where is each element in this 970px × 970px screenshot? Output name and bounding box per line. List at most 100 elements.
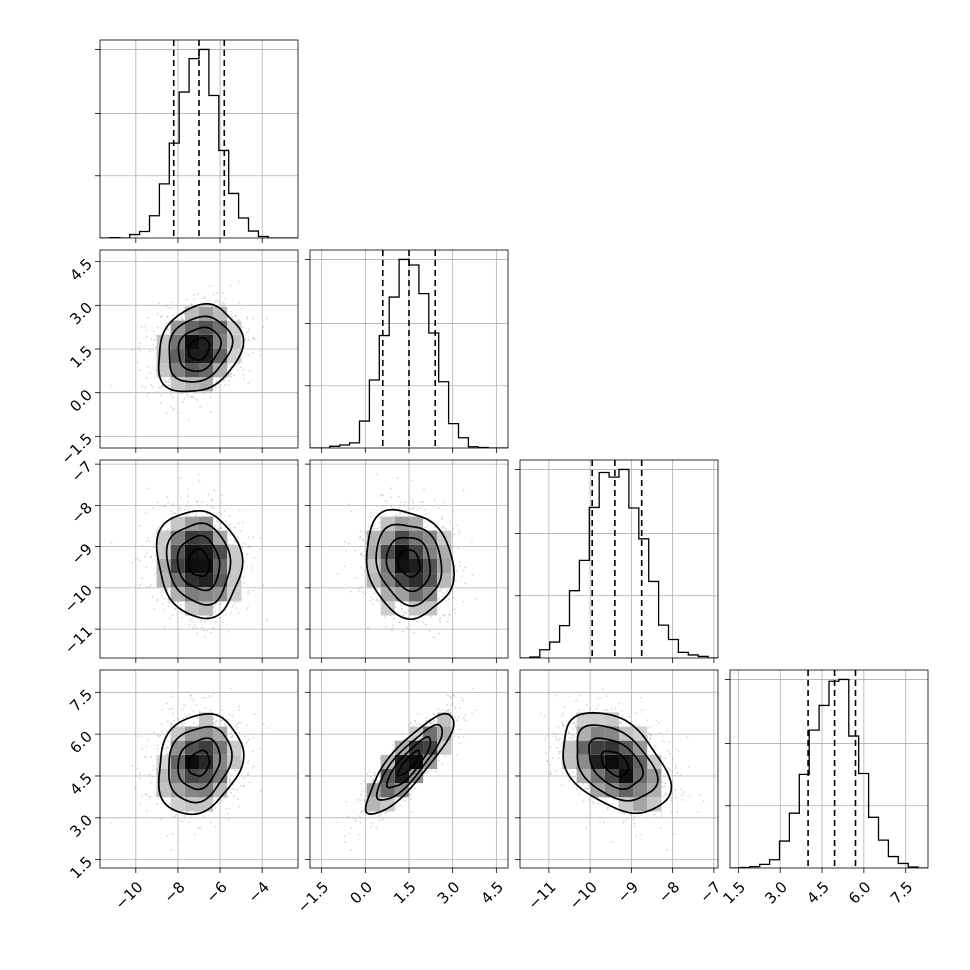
scatter-point [223, 379, 225, 382]
scatter-point [171, 307, 173, 309]
y-tick-label: −8 [68, 499, 96, 527]
scatter-point [228, 533, 231, 536]
scatter-point [178, 509, 181, 511]
scatter-point [246, 316, 249, 319]
scatter-point [220, 799, 223, 801]
scatter-point [156, 326, 159, 329]
scatter-point [150, 556, 153, 558]
scatter-point [227, 630, 230, 633]
scatter-point [216, 528, 219, 531]
scatter-point [237, 601, 240, 603]
scatter-point [144, 756, 146, 759]
scatter-point [362, 538, 365, 541]
scatter-point [378, 515, 381, 518]
scatter-point [423, 508, 426, 511]
scatter-point [407, 610, 410, 612]
scatter-point [420, 501, 422, 504]
contour-level-0 [187, 548, 211, 578]
scatter-point [364, 530, 366, 533]
scatter-point [446, 620, 449, 623]
scatter-point [168, 803, 170, 806]
scatter-point [139, 349, 142, 352]
scatter-point [418, 507, 421, 509]
scatter-point [243, 543, 245, 545]
scatter-point [236, 369, 239, 372]
scatter-point [193, 623, 196, 626]
scatter-point [253, 765, 256, 767]
scatter-point [168, 384, 170, 387]
scatter-point [134, 383, 137, 385]
scatter-point [442, 592, 445, 595]
scatter-point [224, 614, 227, 616]
scatter-point [134, 559, 137, 561]
scatter-point [168, 306, 171, 309]
scatter-point [147, 392, 150, 395]
scatter-point [159, 591, 162, 594]
scatter-point [181, 725, 184, 727]
scatter-point [227, 540, 230, 542]
scatter-point [259, 548, 262, 551]
contour-level-3 [365, 508, 455, 621]
scatter-point [433, 636, 435, 639]
scatter-point [201, 391, 204, 394]
scatter-point [152, 330, 155, 332]
density-cell [380, 516, 395, 531]
density-cell [213, 363, 228, 378]
scatter-point [204, 621, 206, 624]
scatter-point [229, 372, 232, 375]
scatter-point [434, 526, 437, 529]
density-cell [394, 587, 409, 602]
scatter-point [452, 533, 454, 536]
scatter-point [144, 386, 147, 389]
density-cell [156, 363, 171, 378]
scatter-point [215, 291, 218, 294]
scatter-point [238, 612, 241, 615]
scatter-point [216, 300, 219, 303]
scatter-point [147, 738, 149, 741]
scatter-point [154, 768, 157, 770]
scatter-point [349, 510, 352, 512]
scatter-point [201, 696, 204, 699]
scatter-point [200, 621, 203, 623]
scatter-point [189, 620, 192, 623]
scatter-point [162, 521, 164, 524]
scatter-point [230, 373, 233, 375]
y-tick-label: 1.5 [66, 342, 96, 372]
scatter-point [204, 297, 207, 299]
scatter-point [422, 501, 425, 503]
scatter-point [186, 393, 189, 396]
scatter-point [172, 314, 175, 316]
contour-level-1 [385, 536, 432, 593]
scatter-point [231, 315, 234, 318]
scatter-point [187, 395, 190, 398]
density-cell [409, 587, 424, 602]
panel-2-0: −11−10−9−8−7 [61, 457, 299, 663]
scatter-point [228, 363, 231, 365]
scatter-point [211, 505, 214, 507]
scatter-point [247, 328, 250, 331]
scatter-point [140, 326, 143, 328]
scatter-point [252, 736, 255, 739]
scatter-point [438, 632, 440, 635]
scatter-point [412, 501, 414, 504]
scatter-point [359, 536, 362, 538]
scatter-point [154, 793, 157, 796]
scatter-point [170, 406, 173, 409]
scatter-point [144, 555, 146, 558]
scatter-point [224, 384, 227, 386]
scatter-point [383, 615, 386, 618]
scatter-point [223, 303, 226, 306]
scatter-point [262, 723, 265, 725]
scatter-point [206, 629, 209, 632]
scatter-point [166, 752, 169, 755]
scatter-point [156, 599, 159, 602]
scatter-point [405, 612, 407, 614]
scatter-point [369, 595, 372, 598]
density-cell [380, 530, 395, 545]
scatter-point [238, 509, 241, 511]
scatter-point [433, 498, 436, 501]
scatter-point [151, 775, 154, 778]
scatter-point [244, 338, 246, 341]
scatter-point [336, 573, 339, 575]
